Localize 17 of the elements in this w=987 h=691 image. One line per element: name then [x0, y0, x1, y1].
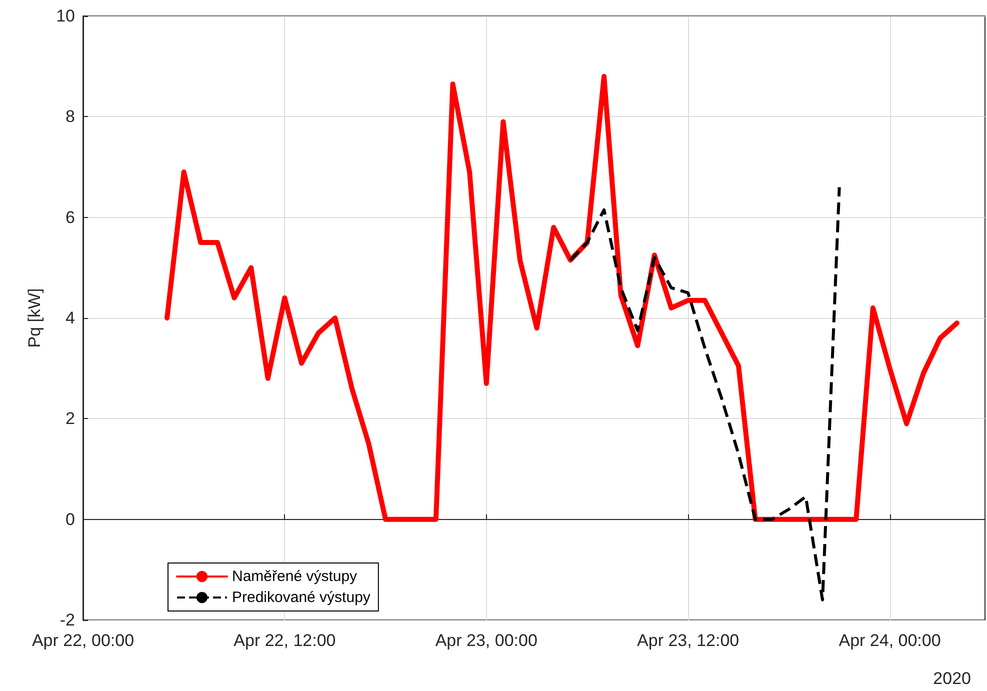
x-tick-label: Apr 22, 00:00 [32, 631, 134, 650]
y-tick-label: 6 [66, 208, 75, 227]
x-tick-label: Apr 24, 00:00 [838, 631, 941, 650]
y-tick-label: 4 [66, 308, 75, 328]
y-tick-label: 8 [66, 107, 75, 126]
x-tick-label: Apr 23, 12:00 [637, 631, 740, 650]
line-series [568, 186, 841, 602]
x-tick-label: Apr 23, 00:00 [435, 631, 538, 650]
y-tick-label: 10 [56, 6, 75, 26]
legend-label: Naměřené výstupy [232, 568, 358, 585]
y-tick-label: -2 [60, 610, 75, 630]
legend-label: Predikované výstupy [232, 589, 371, 606]
x-tick-label: Apr 22, 12:00 [234, 631, 336, 650]
y-tick-label: 0 [66, 510, 75, 529]
y-tick-label: 2 [66, 409, 75, 428]
text: 2020 [933, 669, 972, 688]
y-axis-title: Pq [kW] [25, 288, 44, 348]
